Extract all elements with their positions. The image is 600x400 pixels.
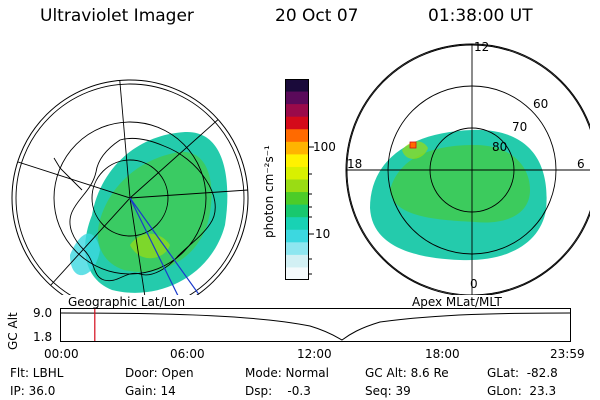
- geographic-caption: Geographic Lat/Lon: [68, 295, 186, 309]
- date-label: 20 Oct 07: [275, 6, 359, 26]
- colorbar-band: [285, 204, 309, 218]
- colorbar-tick-100: 100: [313, 140, 336, 154]
- door-readout: Door: Open: [125, 366, 194, 380]
- dsp-readout: Dsp: -0.3: [245, 384, 311, 398]
- seq-readout: Seq: 39: [365, 384, 411, 398]
- instrument-title: Ultraviolet Imager: [40, 6, 194, 26]
- colorbar-gradient: [285, 79, 309, 281]
- colorbar-band: [285, 91, 309, 105]
- colorbar-band: [285, 229, 309, 243]
- altitude-xtick-3: 18:00: [425, 347, 460, 361]
- colorbar-band: [285, 242, 309, 256]
- mlt-label-18: 18: [347, 157, 363, 171]
- mlt-label-6: 6: [577, 157, 585, 171]
- colorbar-band: [285, 116, 309, 130]
- altitude-xtick-2: 12:00: [297, 347, 332, 361]
- colorbar-unit-label: photon cm⁻²s⁻¹: [262, 145, 276, 238]
- glon-readout: GLon: 23.3: [487, 384, 557, 398]
- altitude-xtick-4: 23:59: [550, 347, 585, 361]
- mode-readout: Mode: Normal: [245, 366, 329, 380]
- lat-label-80: 80: [492, 140, 508, 154]
- altitude-ytick-high: 9.0: [33, 306, 53, 320]
- altitude-plot: [60, 308, 572, 342]
- geographic-map: [11, 79, 249, 295]
- lat-label-70: 70: [512, 120, 528, 134]
- colorbar-band: [285, 166, 309, 180]
- colorbar-band: [285, 267, 309, 281]
- gain-readout: Gain: 14: [125, 384, 176, 398]
- colorbar-band: [285, 217, 309, 231]
- glat-readout: GLat: -82.8: [487, 366, 558, 380]
- colorbar-ticks: [309, 146, 314, 275]
- filter-readout: Flt: LBHL: [10, 366, 64, 380]
- lat-label-60: 60: [533, 97, 549, 111]
- colorbar-band: [285, 129, 309, 143]
- ip-readout: IP: 36.0: [10, 384, 56, 398]
- colorbar-band: [285, 154, 309, 168]
- gc-alt-readout: GC Alt: 8.6 Re: [365, 366, 449, 380]
- colorbar-band: [285, 192, 309, 206]
- colorbar-band: [285, 79, 309, 93]
- time-label: 01:38:00 UT: [428, 6, 533, 26]
- colorbar-band: [285, 104, 309, 118]
- mlt-label-12: 12: [474, 40, 490, 54]
- colorbar-band: [285, 179, 309, 193]
- colorbar-band: [285, 254, 309, 268]
- coastline: [69, 137, 216, 282]
- mlt-label-0: 0: [470, 277, 478, 291]
- colorbar-band: [285, 141, 309, 155]
- colorbar-tick-10: 10: [315, 227, 331, 241]
- colorbar: [285, 79, 309, 281]
- altitude-ytick-low: 1.8: [33, 330, 53, 344]
- altitude-curve: [60, 312, 572, 341]
- altitude-ylabel: GC Alt: [6, 312, 20, 350]
- magnetic-caption: Apex MLat/MLT: [412, 295, 502, 309]
- altitude-xtick-1: 06:00: [170, 347, 205, 361]
- altitude-xtick-0: 00:00: [44, 347, 79, 361]
- magnetic-map: [345, 43, 590, 295]
